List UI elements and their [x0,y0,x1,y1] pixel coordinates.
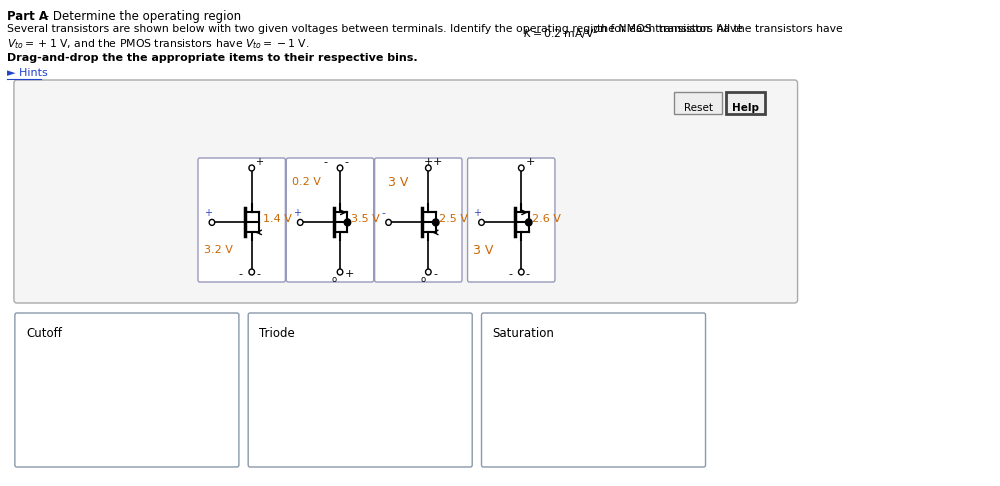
Text: 0.2 V: 0.2 V [292,177,321,187]
Text: +: + [526,157,535,167]
Text: -: - [239,269,243,279]
Text: +: + [433,157,442,167]
FancyBboxPatch shape [375,158,462,282]
Circle shape [344,219,351,226]
Text: +: + [424,157,433,167]
Text: -: - [381,208,385,218]
FancyBboxPatch shape [482,313,706,467]
Circle shape [249,165,255,171]
FancyBboxPatch shape [468,158,555,282]
Text: +: + [345,269,354,279]
Text: +: + [293,208,301,218]
Text: +: + [473,208,481,218]
Text: 2.6 V: 2.6 V [532,214,561,225]
FancyBboxPatch shape [726,92,765,114]
Text: Drag-and-drop the the appropriate items to their respective bins.: Drag-and-drop the the appropriate items … [7,53,418,63]
Text: 3 V: 3 V [388,175,408,189]
Text: , the NMOS transistors have: , the NMOS transistors have [590,24,743,34]
Text: 1.4 V: 1.4 V [263,214,292,225]
Text: +: + [204,208,212,218]
Circle shape [426,269,431,275]
Text: o: o [332,275,337,283]
Text: Part A: Part A [7,10,48,23]
Text: 3 V: 3 V [473,244,494,257]
Circle shape [525,219,532,226]
Circle shape [249,269,255,275]
Text: +: + [255,157,263,167]
Text: -: - [323,157,327,167]
Text: Help: Help [732,103,759,113]
Text: 2.5 V: 2.5 V [439,214,468,225]
Text: $K = 0.2\ \mathrm{mA/V^2}$: $K = 0.2\ \mathrm{mA/V^2}$ [523,24,599,42]
Text: -: - [526,269,530,279]
Text: $V_{to} = +1\ \mathrm{V}$, and the PMOS transistors have $V_{to} = -1\ \mathrm{V: $V_{to} = +1\ \mathrm{V}$, and the PMOS … [7,37,310,51]
Circle shape [297,219,303,226]
Circle shape [209,219,215,226]
Circle shape [433,219,439,226]
FancyBboxPatch shape [674,92,722,114]
Text: - Determine the operating region: - Determine the operating region [41,10,241,23]
Text: Triode: Triode [259,327,295,340]
Circle shape [386,219,391,226]
Circle shape [337,165,343,171]
Circle shape [337,269,343,275]
FancyBboxPatch shape [14,80,798,303]
FancyBboxPatch shape [286,158,374,282]
Text: -: - [433,269,437,279]
Text: -: - [345,157,349,167]
Circle shape [519,165,524,171]
Text: ► Hints: ► Hints [7,68,48,78]
Text: Saturation: Saturation [493,327,555,340]
Circle shape [426,165,431,171]
Text: Several transistors are shown below with two given voltages between terminals. I: Several transistors are shown below with… [7,24,847,34]
FancyBboxPatch shape [15,313,239,467]
Text: o: o [420,275,425,283]
Circle shape [519,269,524,275]
Circle shape [479,219,484,226]
FancyBboxPatch shape [198,158,285,282]
Text: -: - [256,269,260,279]
Text: Cutoff: Cutoff [26,327,62,340]
Text: 3.5 V: 3.5 V [351,214,380,225]
Text: 3.2 V: 3.2 V [204,245,232,256]
FancyBboxPatch shape [248,313,472,467]
Text: Reset: Reset [684,103,713,113]
Text: -: - [508,269,512,279]
